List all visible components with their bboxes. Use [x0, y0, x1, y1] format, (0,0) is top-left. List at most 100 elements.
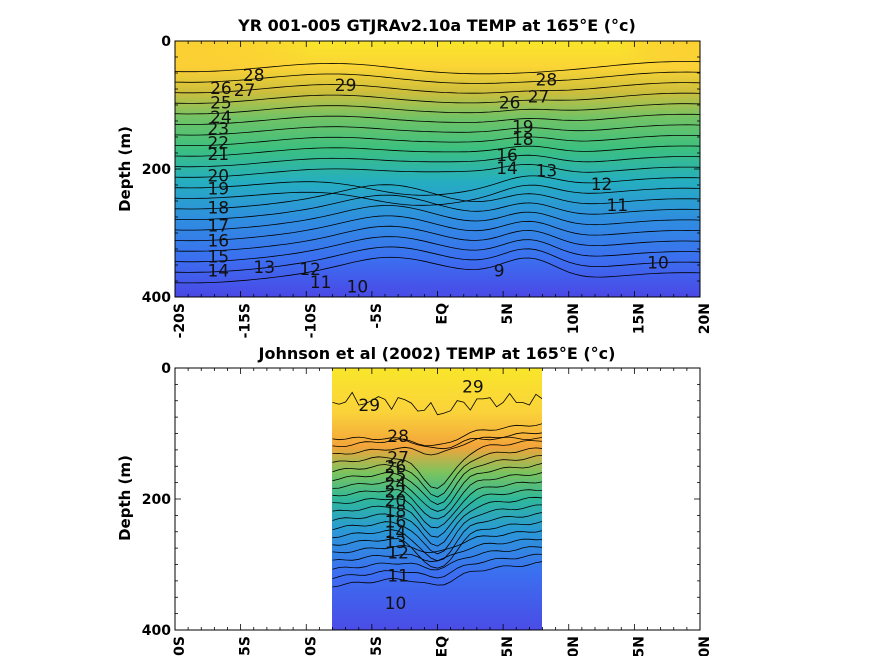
top-contour-label: 12	[299, 260, 321, 280]
top-x-tick-label: 20N	[697, 303, 713, 334]
top-contour-label: 25	[210, 94, 232, 114]
top-contour-label: 10	[647, 254, 669, 274]
bottom-isotherm-line	[332, 432, 542, 456]
bottom-isotherm-line	[332, 496, 542, 547]
bottom-contour-label: 29	[462, 378, 484, 398]
bottom-chart-title: Johnson et al (2002) TEMP at 165°E (°c)	[258, 344, 616, 363]
bottom-contour-label: 28	[387, 427, 409, 447]
bottom-contour-label: 13	[385, 533, 407, 553]
top-contour-label: 16	[207, 231, 229, 251]
top-contour-label: 18	[207, 199, 229, 219]
top-contour-label: 20	[207, 167, 229, 187]
top-isotherm-line	[175, 184, 700, 206]
top-cool-center	[260, 220, 580, 297]
top-isotherm-line	[175, 215, 700, 242]
top-isotherm-line	[175, 256, 700, 284]
bottom-field	[332, 368, 542, 630]
top-isotherm-line	[175, 71, 700, 84]
top-chart-title: YR 001-005 GTJRAv2.10a TEMP at 165°E (°c…	[237, 16, 636, 35]
bottom-contour-label: 27	[387, 448, 409, 468]
top-contour-label: 15	[207, 247, 229, 267]
bottom-isotherm-line	[332, 520, 542, 569]
top-contour-label: 18	[512, 130, 534, 150]
bottom-contour-label: 25	[385, 466, 407, 486]
top-contour-label: 16	[496, 146, 518, 166]
top-y-axis-label: Depth (m)	[116, 126, 134, 212]
top-contour-label: 27	[234, 81, 256, 101]
top-isotherm-line	[175, 154, 700, 168]
top-x-tick-label: 5N	[500, 303, 516, 324]
bottom-x-tick-label: -5S	[369, 636, 385, 656]
top-contour-label: 14	[496, 159, 518, 179]
top-contour-label: 11	[310, 273, 332, 293]
top-isotherm-line	[175, 92, 700, 104]
bottom-contour-label: 10	[385, 594, 407, 614]
bottom-isotherm-line	[332, 553, 542, 579]
bottom-isotherms	[332, 391, 542, 588]
top-isotherm-line	[175, 61, 700, 75]
bottom-contour-label: 12	[387, 543, 409, 563]
bottom-y-axis-label: Depth (m)	[116, 455, 134, 541]
top-isotherm-line	[175, 236, 700, 263]
bottom-y-tick-label: 0	[161, 361, 171, 377]
top-isotherms	[175, 61, 700, 284]
bottom-contour-label: 14	[385, 523, 407, 543]
top-x-tick-label: -5S	[369, 303, 385, 329]
bottom-isotherm-line	[332, 472, 542, 520]
bottom-x-tick-label: 10N	[566, 636, 582, 656]
bottom-isotherm-line	[332, 561, 542, 588]
top-contour-label: 26	[210, 79, 232, 99]
top-isotherm-line	[175, 124, 700, 136]
bottom-x-tick-label: 20N	[697, 636, 713, 656]
top-isotherm-line	[175, 103, 700, 115]
top-isotherm-line	[175, 145, 700, 157]
bottom-contour-label: 11	[387, 566, 409, 586]
bottom-y-tick-label: 200	[142, 492, 171, 508]
bottom-isotherm-line	[332, 546, 542, 571]
bottom-contour-label: 20	[385, 492, 407, 512]
top-isotherm-line	[175, 163, 700, 178]
top-contour-label: 12	[591, 175, 613, 195]
bottom-x-tick-label: -20S	[172, 636, 188, 656]
top-contour-label: 28	[536, 71, 558, 91]
bottom-x-tick-label: 15N	[631, 636, 647, 656]
bottom-isotherm-line	[332, 481, 542, 529]
bottom-isotherm-line	[332, 512, 542, 562]
top-isotherm-line	[175, 82, 700, 94]
top-contour-label: 27	[528, 87, 550, 107]
top-x-tick-label: -20S	[172, 303, 188, 338]
top-contour-label: 10	[347, 277, 369, 297]
top-contour-label: 13	[536, 162, 558, 182]
top-contour-label: 19	[207, 179, 229, 199]
bottom-y-tick-label: 400	[142, 623, 171, 639]
top-contour-label: 11	[606, 196, 628, 216]
bottom-isotherm-line	[332, 489, 542, 538]
top-contour-label: 9	[494, 261, 505, 281]
bottom-x-tick-label: -15S	[238, 636, 254, 656]
top-x-tick-label: 10N	[566, 303, 582, 334]
bottom-contour-label: 18	[385, 502, 407, 522]
top-contour-label: 28	[243, 66, 265, 86]
bottom-isotherm-line	[332, 463, 542, 512]
bottom-contour-label: 24	[385, 475, 407, 495]
bottom-isotherm-line	[332, 504, 542, 555]
bottom-panel: Johnson et al (2002) TEMP at 165°E (°c) …	[116, 344, 713, 656]
bottom-isotherm-line	[332, 447, 542, 498]
top-panel: YR 001-005 GTJRAv2.10a TEMP at 165°E (°c…	[116, 16, 713, 338]
top-contour-label: 13	[253, 258, 275, 278]
top-contour-label: 14	[207, 261, 229, 281]
bottom-isotherm-line	[332, 530, 542, 554]
bottom-x-tick-label: 5N	[500, 636, 516, 656]
bottom-x-tick-label: EQ	[435, 636, 451, 656]
bottom-isotherm-line	[332, 436, 542, 450]
top-contour-label: 29	[335, 76, 357, 96]
bottom-isotherm-line	[332, 455, 542, 505]
bottom-isotherm-line	[332, 391, 542, 416]
bottom-axis-ticks: -20S -15S -10S -5S EQ 5N 10N 15N 20N 0 200 400	[142, 361, 713, 656]
top-contour-label: 23	[207, 119, 229, 139]
top-isotherm-line	[175, 175, 700, 196]
top-isotherm-line	[175, 246, 700, 273]
